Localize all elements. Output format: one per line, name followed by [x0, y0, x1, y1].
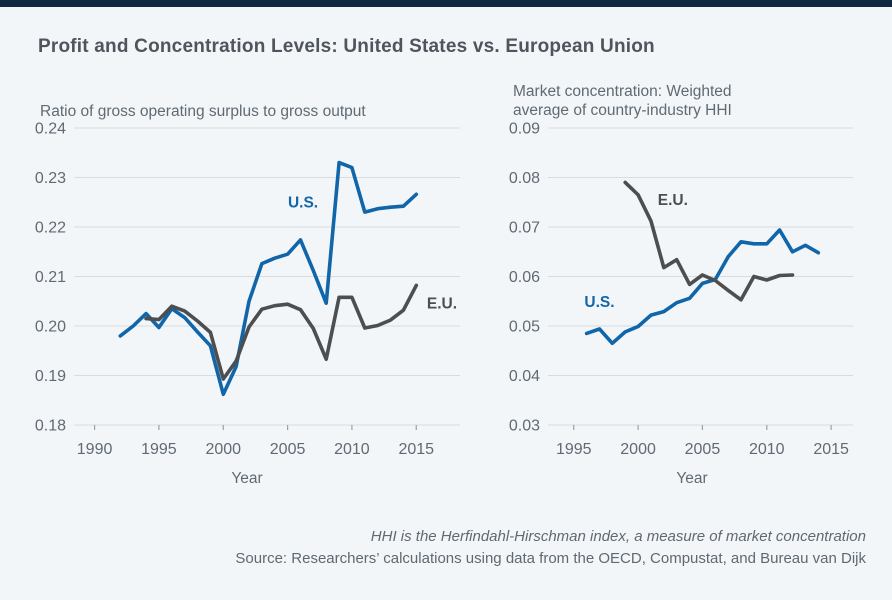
page-title: Profit and Concentration Levels: United … [38, 36, 655, 57]
series-line-us [584, 228, 821, 346]
x-tick-label: 2015 [813, 441, 849, 458]
x-tick-label: 2000 [620, 441, 656, 458]
x-tick-label: 2015 [398, 441, 434, 458]
y-tick-label: 0.07 [509, 220, 540, 237]
x-axis-title: Year [676, 470, 707, 487]
right-chart-subtitle: Market concentration: Weighted average o… [513, 83, 732, 119]
series-label-eu: E.U. [427, 296, 457, 313]
y-tick-label: 0.23 [35, 170, 66, 187]
series-label-eu: E.U. [658, 192, 688, 209]
footnote-hhi: HHI is the Herfindahl-Hirschman index, a… [370, 528, 866, 545]
x-tick-label: 2010 [334, 441, 370, 458]
top-accent-bar [0, 0, 892, 7]
y-tick-label: 0.18 [35, 418, 66, 435]
x-tick-label: 2000 [205, 441, 241, 458]
x-tick-label: 1995 [556, 441, 592, 458]
y-tick-label: 0.19 [35, 368, 66, 385]
y-tick-label: 0.20 [35, 319, 66, 336]
left-chart-subtitle: Ratio of gross operating surplus to gros… [40, 103, 366, 120]
x-tick-label: 2005 [270, 441, 306, 458]
source-line: Source: Researchers’ calculations using … [235, 550, 866, 567]
y-tick-label: 0.06 [509, 269, 540, 286]
y-tick-label: 0.05 [509, 319, 540, 336]
x-tick-label: 2005 [685, 441, 721, 458]
y-tick-label: 0.04 [509, 368, 540, 385]
x-tick-label: 1990 [77, 441, 113, 458]
y-tick-label: 0.24 [35, 121, 66, 138]
series-label-us: U.S. [584, 294, 614, 311]
series-label-us: U.S. [288, 195, 318, 212]
y-tick-label: 0.21 [35, 269, 66, 286]
y-tick-label: 0.22 [35, 220, 66, 237]
y-tick-label: 0.08 [509, 170, 540, 187]
x-tick-label: 2010 [749, 441, 785, 458]
series-line-eu [144, 283, 419, 381]
series-line-eu [623, 180, 795, 302]
y-tick-label: 0.03 [509, 418, 540, 435]
x-tick-label: 1995 [141, 441, 177, 458]
series-line-us [118, 160, 419, 397]
y-tick-label: 0.09 [509, 121, 540, 138]
x-axis-title: Year [231, 470, 262, 487]
